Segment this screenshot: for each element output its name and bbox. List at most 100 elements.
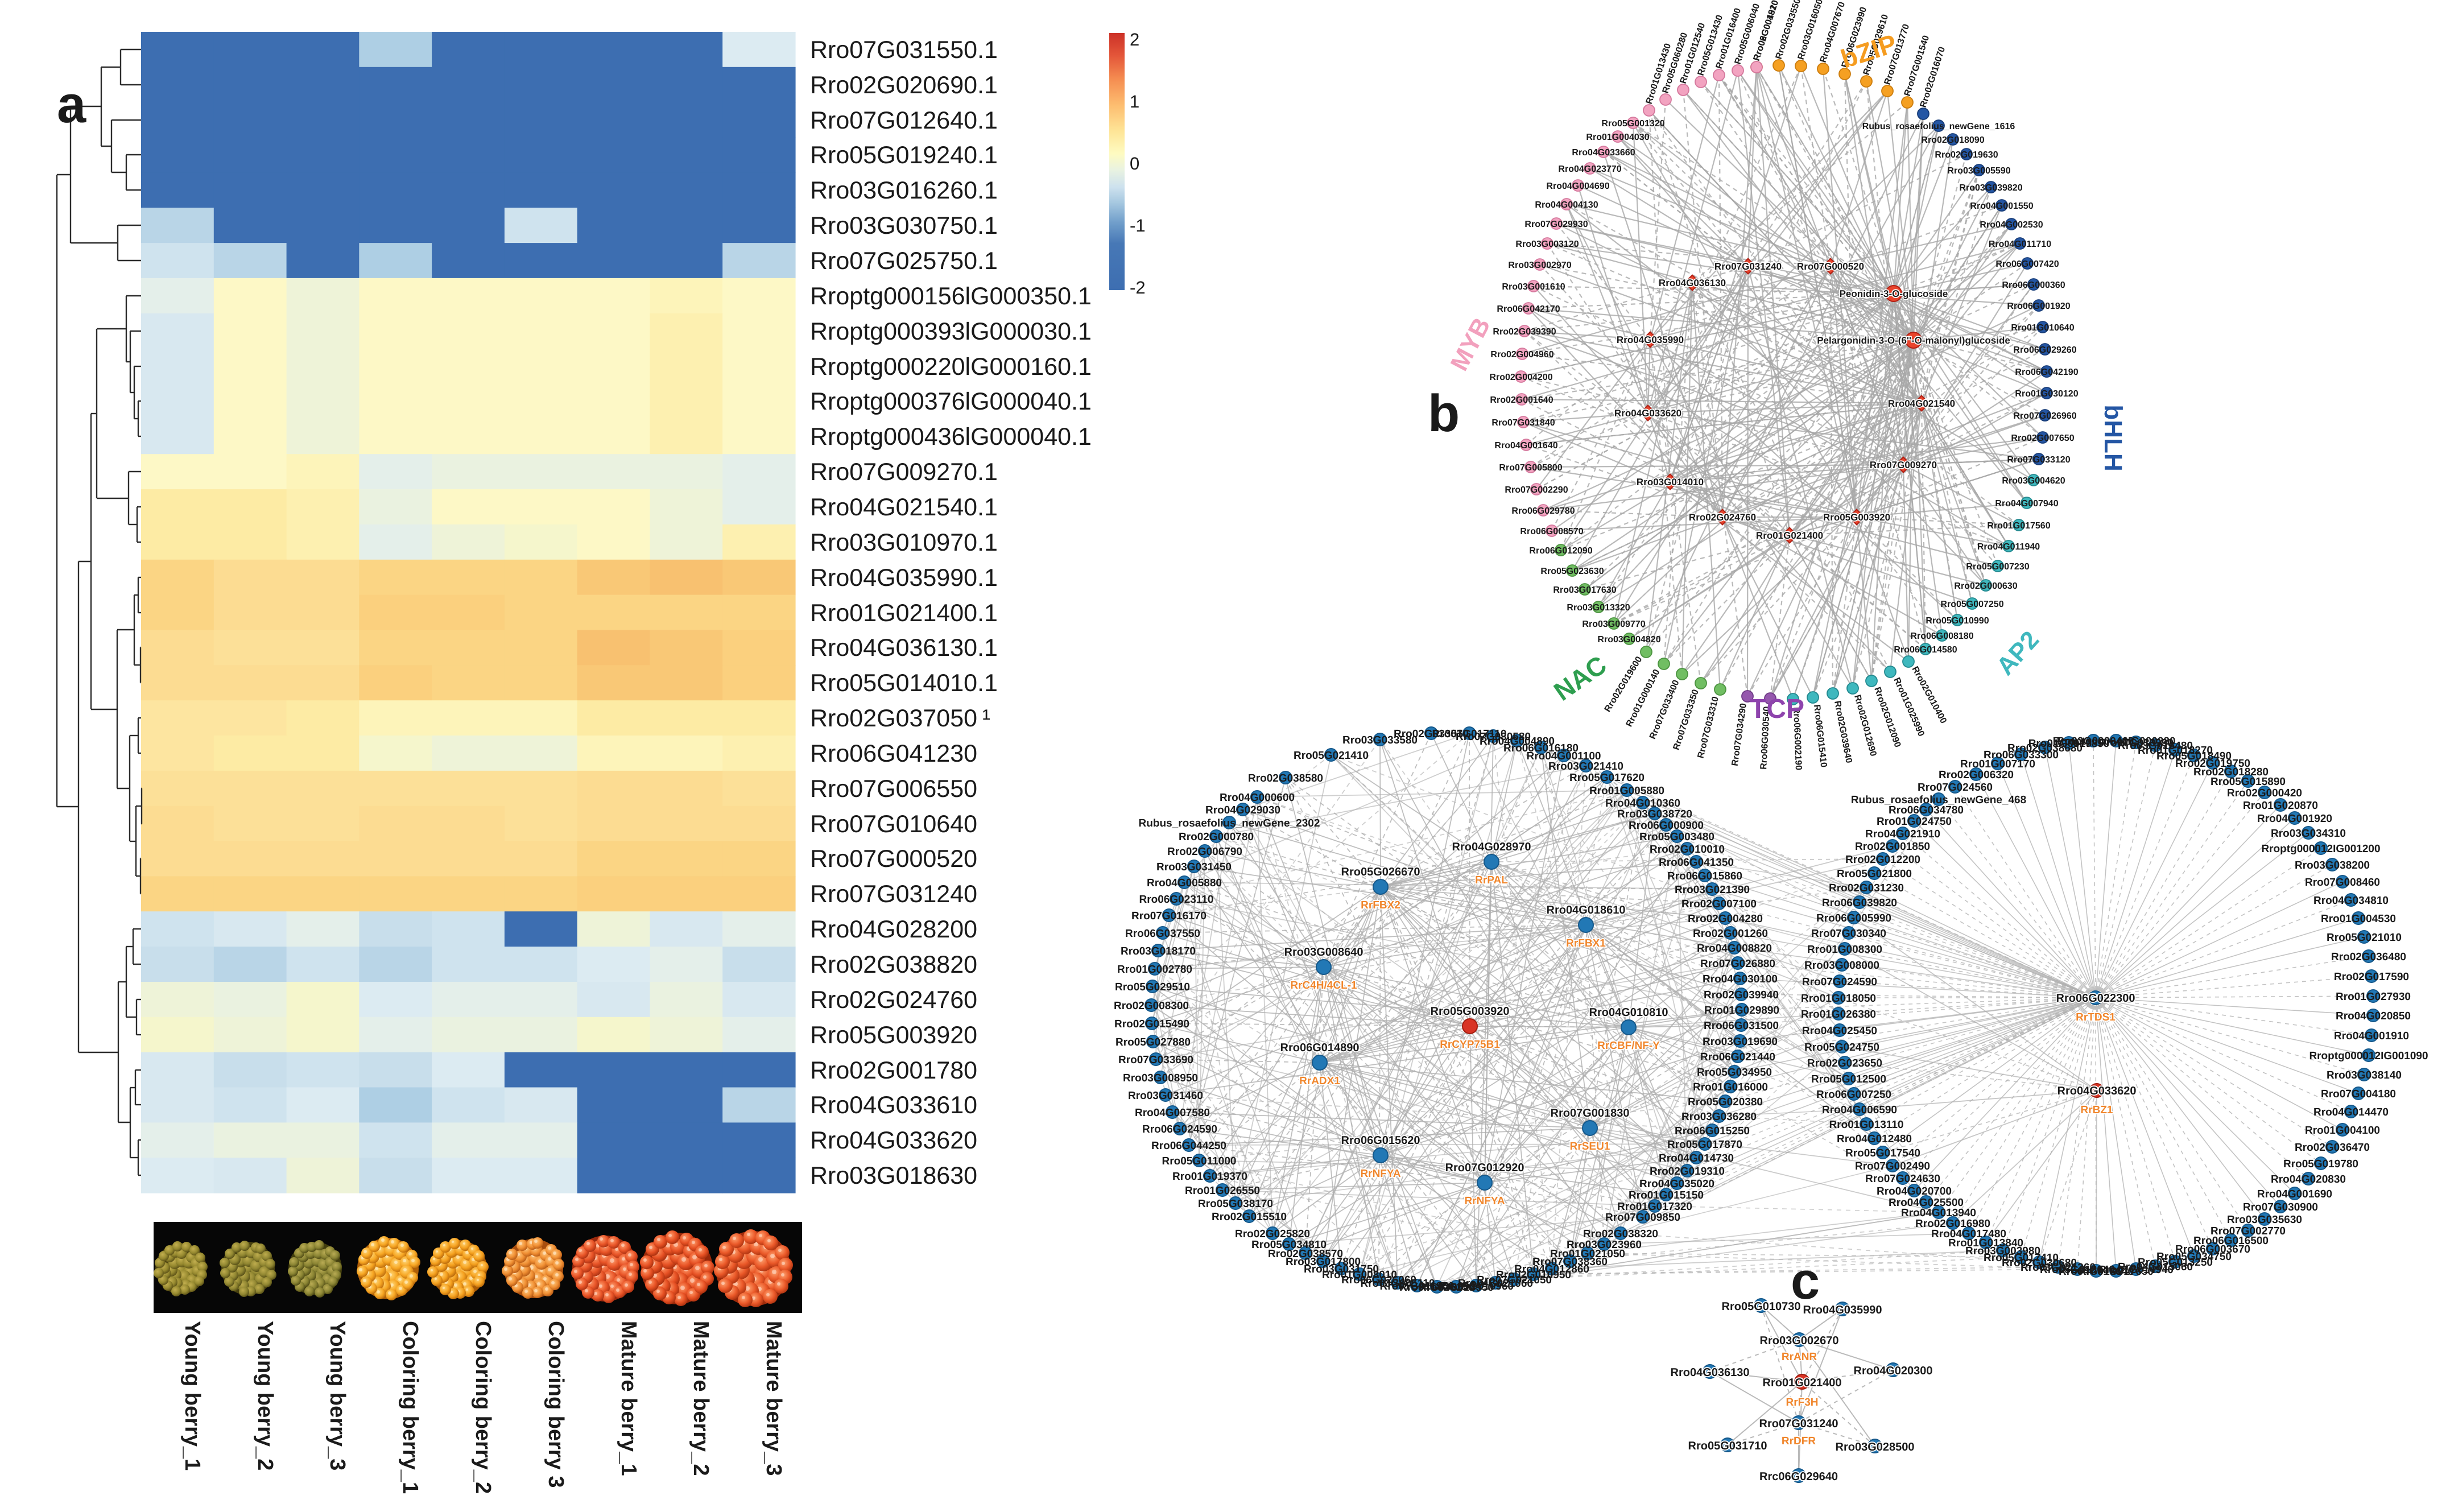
svg-text:Rro03G028500: Rro03G028500 xyxy=(1836,1441,1915,1453)
svg-text:Rro06G037550: Rro06G037550 xyxy=(1125,928,1200,940)
svg-text:Rro01G014940: Rro01G014940 xyxy=(2098,1264,2174,1276)
svg-text:Rubus_rosaefolius_newGene_468: Rubus_rosaefolius_newGene_468 xyxy=(1851,794,2026,806)
svg-text:Rro02G012690: Rro02G012690 xyxy=(1852,694,1878,758)
svg-text:Rro02G004960: Rro02G004960 xyxy=(1490,350,1553,360)
svg-text:Rro05G021410: Rro05G021410 xyxy=(1294,750,1369,762)
svg-text:Rro01G019370: Rro01G019370 xyxy=(1172,1171,1247,1183)
svg-text:Rro01G016000: Rro01G016000 xyxy=(1693,1081,1768,1093)
svg-text:Rro05G017410: Rro05G017410 xyxy=(1984,1252,2059,1264)
svg-text:Rro04G010360: Rro04G010360 xyxy=(1605,798,1680,809)
svg-text:Rro02G017590: Rro02G017590 xyxy=(2334,971,2409,983)
svg-text:Rubus_rosaefolius_newGene_1616: Rubus_rosaefolius_newGene_1616 xyxy=(1862,122,2015,131)
svg-text:Rro04G036130.1: Rro04G036130.1 xyxy=(810,634,998,662)
svg-text:Rroptg000436lG000040.1: Rroptg000436lG000040.1 xyxy=(810,423,1092,451)
svg-text:Rro04G025450: Rro04G025450 xyxy=(1802,1025,1877,1037)
svg-text:Rro04G035990.1: Rro04G035990.1 xyxy=(810,564,998,592)
svg-text:Rro04G033610: Rro04G033610 xyxy=(810,1092,977,1119)
svg-text:Rro01G018270: Rro01G018270 xyxy=(2138,745,2213,757)
svg-text:Rro04G021060: Rro04G021060 xyxy=(1458,1278,1533,1290)
svg-text:Rro07G038360: Rro07G038360 xyxy=(1532,1256,1608,1268)
svg-text:Rro04G012480: Rro04G012480 xyxy=(1837,1133,1912,1145)
svg-text:Rro06G034780: Rro06G034780 xyxy=(1889,804,1964,816)
svg-text:Rro01G015150: Rro01G015150 xyxy=(1629,1189,1704,1201)
svg-text:Rro05G017620: Rro05G017620 xyxy=(1569,772,1645,784)
svg-text:Rro06G014890: Rro06G014890 xyxy=(1280,1042,1360,1054)
svg-text:Rro03G016480: Rro03G016480 xyxy=(2118,740,2193,752)
svg-text:b: b xyxy=(1428,385,1460,443)
svg-text:Rro05G029510: Rro05G029510 xyxy=(1115,981,1190,993)
svg-text:Rro03G021390: Rro03G021390 xyxy=(1675,884,1750,896)
svg-text:Rro05G010960: Rro05G010960 xyxy=(1439,1280,1514,1292)
svg-text:Rro06G000900: Rro06G000900 xyxy=(1629,820,1704,832)
svg-text:RrCYP75B1: RrCYP75B1 xyxy=(1440,1039,1500,1051)
svg-text:Rro02G033570: Rro02G033570 xyxy=(1394,728,1469,740)
svg-text:Young berry_3: Young berry_3 xyxy=(325,1321,349,1470)
svg-text:RrFBX1: RrFBX1 xyxy=(1566,937,1606,949)
svg-text:Rro01G018050: Rro01G018050 xyxy=(1801,993,1876,1005)
svg-text:Rro01G005880: Rro01G005880 xyxy=(1589,785,1664,797)
svg-text:Rro02G024760: Rro02G024760 xyxy=(1689,512,1756,523)
svg-text:Rro04G028970: Rro04G028970 xyxy=(1452,841,1531,853)
svg-text:Rro04G001910: Rro04G001910 xyxy=(2334,1030,2409,1042)
svg-text:Rro02G001640: Rro02G001640 xyxy=(1490,395,1553,405)
svg-text:Rrc06G029640: Rrc06G029640 xyxy=(1759,1470,1838,1483)
svg-text:RrCBF/NF-Y: RrCBF/NF-Y xyxy=(1597,1040,1660,1052)
svg-text:Rro03G0006410: Rro03G0006410 xyxy=(2053,736,2134,747)
svg-text:Rro05G019780: Rro05G019780 xyxy=(2283,1158,2358,1170)
svg-text:Rro04G007940: Rro04G007940 xyxy=(1995,499,2058,509)
svg-text:Rro06G042170: Rro06G042170 xyxy=(1497,304,1560,314)
svg-text:Rro03G008950: Rro03G008950 xyxy=(1123,1072,1198,1084)
svg-text:AP2: AP2 xyxy=(1991,626,2044,680)
svg-text:NAC: NAC xyxy=(1548,650,1612,707)
svg-text:Rro04G035990: Rro04G035990 xyxy=(1803,1304,1882,1316)
svg-text:Rro06G022300: Rro06G022300 xyxy=(2056,992,2135,1005)
svg-text:Rro01G004030: Rro01G004030 xyxy=(1586,133,1649,142)
svg-text:Rro06G015250: Rro06G015250 xyxy=(1675,1125,1750,1137)
svg-text:Rro02G023950: Rro02G023950 xyxy=(1419,1282,1494,1294)
svg-text:Rro07G024590: Rro07G024590 xyxy=(1802,976,1877,988)
svg-text:Rro07G031240: Rro07G031240 xyxy=(1759,1418,1838,1430)
svg-text:Mature berry_3: Mature berry_3 xyxy=(762,1321,786,1476)
svg-text:RrTDS1: RrTDS1 xyxy=(2076,1011,2116,1023)
svg-text:Rro06G029780: Rro06G029780 xyxy=(1511,506,1575,516)
svg-text:Rro07G008460: Rro07G008460 xyxy=(2305,877,2380,889)
svg-text:Rro02G038680: Rro02G038680 xyxy=(2007,742,2083,754)
svg-text:Rro03G033580: Rro03G033580 xyxy=(1342,734,1418,746)
svg-text:Rro03G001610: Rro03G001610 xyxy=(1502,282,1565,292)
svg-text:Rroptg000046IG000280: Rroptg000046IG000280 xyxy=(2056,736,2175,747)
svg-text:Rro02G004200: Rro02G004200 xyxy=(1489,373,1552,382)
svg-text:Rro06G007250: Rro06G007250 xyxy=(1816,1089,1891,1101)
svg-text:Peonidin-3-O-glucoside: Peonidin-3-O-glucoside xyxy=(1840,288,1948,299)
svg-text:Rro07G030580: Rro07G030580 xyxy=(1456,731,1531,743)
svg-text:Rro04G001550: Rro04G001550 xyxy=(1970,201,2033,211)
svg-text:Rro04G036130: Rro04G036130 xyxy=(1671,1366,1750,1379)
svg-text:Rro03G018170: Rro03G018170 xyxy=(1121,945,1196,957)
svg-text:Rro02G015490: Rro02G015490 xyxy=(1114,1018,1189,1030)
svg-text:Rro07G029930: Rro07G029930 xyxy=(1524,220,1588,229)
svg-text:Rro03G038140: Rro03G038140 xyxy=(2327,1069,2402,1081)
svg-text:Rro03G021360: Rro03G021360 xyxy=(2021,1262,2096,1274)
svg-text:Rro02G018280: Rro02G018280 xyxy=(2193,766,2269,778)
svg-text:Rro01G0017850: Rro01G0017850 xyxy=(2028,738,2110,750)
svg-text:Rro07G009270.1: Rro07G009270.1 xyxy=(810,458,998,486)
svg-text:Rro06G008180: Rro06G008180 xyxy=(1910,631,1973,641)
svg-text:Rro04G000600: Rro04G000600 xyxy=(1220,792,1295,804)
svg-text:Rro05G013250: Rro05G013250 xyxy=(2138,1257,2213,1269)
svg-text:Rro05G017870: Rro05G017870 xyxy=(1667,1139,1742,1151)
svg-text:Rro06G015620: Rro06G015620 xyxy=(1341,1134,1420,1147)
svg-text:2: 2 xyxy=(1130,30,1139,49)
svg-text:Rro03G031450: Rro03G031450 xyxy=(1156,861,1232,873)
svg-text:Rro06G031500: Rro06G031500 xyxy=(1704,1020,1779,1032)
svg-text:Rro04G033620: Rro04G033620 xyxy=(810,1127,977,1154)
svg-text:Rro04G014730: Rro04G014730 xyxy=(1659,1152,1734,1164)
svg-text:Rro01G004100: Rro01G004100 xyxy=(2305,1125,2380,1137)
svg-text:Mature berry_2: Mature berry_2 xyxy=(689,1321,713,1476)
svg-text:-1: -1 xyxy=(1130,216,1146,236)
svg-text:Rro04G017480: Rro04G017480 xyxy=(1931,1228,2006,1240)
svg-text:Rro05G026670: Rro05G026670 xyxy=(1341,866,1420,878)
svg-text:Rro07G006550: Rro07G006550 xyxy=(810,775,977,803)
svg-text:Rro01G008010: Rro01G008010 xyxy=(1322,1269,1397,1281)
svg-text:RrSEU1: RrSEU1 xyxy=(1570,1141,1610,1152)
svg-text:Rro06G030540: Rro06G030540 xyxy=(1759,706,1772,770)
svg-text:Rro05G012500: Rro05G012500 xyxy=(1811,1073,1886,1085)
